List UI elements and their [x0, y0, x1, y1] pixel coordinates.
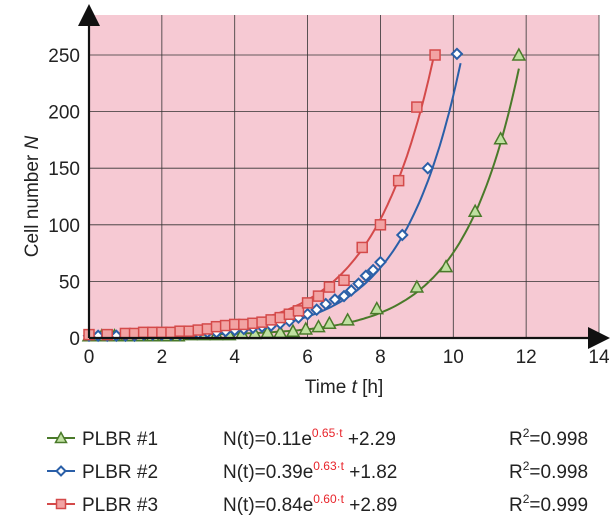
- data-point: [493, 131, 508, 145]
- legend-marker: [55, 465, 67, 477]
- legend-name: PLBR #2: [82, 462, 158, 483]
- data-point: [450, 47, 464, 61]
- y-tick-label: 200: [48, 103, 80, 124]
- x-tick-label: 2: [157, 347, 168, 368]
- y-axis-label: Cell number N: [22, 135, 43, 257]
- data-point: [421, 161, 435, 175]
- data-point: [311, 319, 326, 333]
- data-point: [366, 263, 380, 277]
- legend-marker: [55, 498, 67, 510]
- axes: [78, 4, 610, 349]
- equation: N(t)=0.84e0.60·t +2.89: [223, 492, 397, 516]
- data-point: [409, 279, 425, 293]
- r-squared: R2=0.999: [509, 492, 588, 516]
- data-point: [438, 259, 454, 273]
- x-tick-label: 6: [302, 347, 313, 368]
- data-point: [356, 241, 368, 254]
- x-tick-label: 10: [443, 347, 464, 368]
- x-axis-label: Time t [h]: [305, 377, 384, 398]
- x-tick-label: 0: [84, 347, 95, 368]
- data-point: [467, 203, 483, 217]
- data-point: [340, 312, 355, 326]
- equation: N(t)=0.39e0.63·t +1.82: [223, 459, 397, 483]
- data-point: [298, 321, 314, 335]
- data-point: [374, 255, 387, 269]
- y-tick-label: 100: [48, 216, 80, 237]
- data-point: [301, 307, 314, 321]
- data-point: [301, 297, 314, 309]
- data-point: [511, 47, 527, 61]
- data-point: [395, 228, 409, 242]
- x-tick-label: 4: [229, 347, 240, 368]
- data-point: [411, 101, 423, 113]
- data-point: [310, 303, 324, 317]
- y-tick-label: 50: [59, 272, 80, 293]
- data-point: [323, 281, 336, 293]
- data-point: [359, 269, 373, 283]
- r-squared: R2=0.998: [509, 426, 588, 450]
- data-point: [338, 274, 350, 287]
- data-point: [101, 328, 113, 341]
- x-tick-label: 8: [375, 347, 386, 368]
- data-point: [312, 290, 325, 302]
- equation: N(t)=0.11e0.65·t +2.29: [223, 426, 396, 450]
- plot-background: [89, 15, 599, 338]
- data-point: [344, 284, 358, 297]
- grid: [88, 15, 600, 339]
- legend-name: PLBR #3: [82, 495, 158, 516]
- data-point: [374, 219, 387, 231]
- data-point: [285, 323, 301, 337]
- data-point: [429, 49, 441, 61]
- legend-name: PLBR #1: [82, 429, 158, 450]
- data-point: [337, 289, 351, 303]
- data-point: [322, 315, 337, 330]
- y-tick-label: 250: [48, 46, 80, 67]
- r-squared: R2=0.998: [509, 459, 588, 483]
- data-point: [369, 301, 385, 315]
- y-tick-label: 0: [69, 329, 80, 350]
- legend-entry: PLBR #3 N(t)=0.84e0.60·t +2.89 R2=0.999: [47, 492, 588, 516]
- legend: PLBR #1 N(t)=0.11e0.65·t +2.29 R2=0.998PLB…: [47, 426, 588, 516]
- data-point: [292, 305, 305, 317]
- x-tick-label: 12: [516, 347, 537, 368]
- legend-entry: PLBR #1 N(t)=0.11e0.65·t +2.29 R2=0.998: [47, 426, 588, 450]
- x-tick-label: 14: [588, 347, 610, 368]
- y-tick-label: 150: [48, 159, 80, 180]
- data-point: [328, 293, 342, 306]
- tick-labels: 0 2 4 6 8 10 12 14 0 50 100 150 200 250: [48, 46, 610, 368]
- data-point: [352, 277, 365, 291]
- legend-marker: [54, 430, 68, 444]
- legend-entry: PLBR #2 N(t)=0.39e0.63·t +1.82 R2=0.998: [47, 459, 588, 483]
- data-point: [392, 174, 405, 187]
